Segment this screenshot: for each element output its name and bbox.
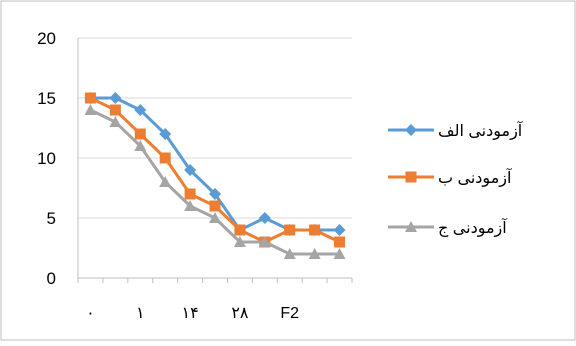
legend-label: آزمودنی ج: [438, 218, 508, 238]
y-tick-label: 10: [37, 149, 56, 168]
data-point: [84, 104, 97, 115]
data-point: [333, 224, 346, 236]
data-point: [184, 164, 197, 176]
data-point: [109, 104, 121, 116]
data-point: [184, 188, 196, 200]
data-point: [159, 176, 172, 187]
x-tick-label: F2: [280, 305, 299, 322]
x-tick-label: ۰: [86, 305, 95, 322]
data-point: [283, 248, 296, 259]
data-point: [309, 224, 321, 236]
legend-label: آزمودنی الف: [438, 121, 524, 141]
data-point: [258, 236, 271, 247]
data-point: [84, 92, 96, 104]
data-point: [184, 200, 197, 211]
legend-marker: [405, 221, 417, 232]
legend-marker: [405, 124, 417, 136]
data-point: [233, 236, 246, 247]
data-point: [159, 152, 171, 164]
data-point: [308, 248, 321, 259]
data-point: [109, 116, 122, 127]
series-group: [84, 92, 346, 259]
data-point: [334, 236, 346, 248]
data-point: [209, 188, 221, 200]
legend-marker: [405, 171, 417, 183]
x-tick-label: ۱۴: [181, 305, 198, 322]
data-point: [134, 104, 147, 116]
legend-label: آزمودنی ب: [438, 168, 513, 188]
x-tick-label: ۲۸: [231, 305, 249, 322]
y-tick-label: 20: [37, 29, 56, 48]
data-point: [209, 212, 221, 223]
x-tick-label: ۱: [136, 305, 145, 322]
data-point: [134, 128, 146, 140]
data-point: [134, 140, 147, 151]
data-point: [333, 248, 346, 259]
y-tick-label: 5: [47, 209, 56, 228]
y-tick-label: 0: [47, 269, 56, 288]
axes: 0 5 10 15 20 ۰ ۱ ۱۴ ۲۸ F2: [37, 29, 353, 322]
data-point: [234, 224, 246, 236]
data-point: [159, 128, 172, 140]
data-point: [284, 224, 296, 236]
data-point: [209, 200, 221, 212]
data-point: [258, 212, 271, 224]
data-point: [109, 92, 122, 104]
y-tick-label: 15: [37, 89, 56, 108]
legend: آزمودنی الف آزمودنی ب آزمودنی ج: [388, 121, 524, 238]
